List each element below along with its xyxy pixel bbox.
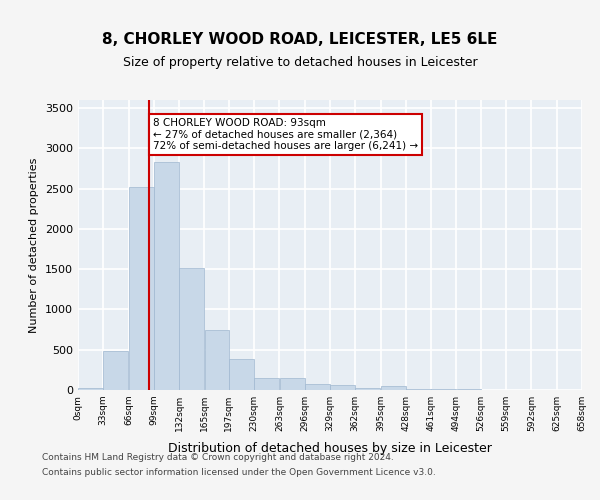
Bar <box>78 388 103 390</box>
Bar <box>205 330 229 390</box>
Bar <box>305 384 330 390</box>
Text: 8, CHORLEY WOOD ROAD, LEICESTER, LE5 6LE: 8, CHORLEY WOOD ROAD, LEICESTER, LE5 6LE <box>103 32 497 48</box>
Bar <box>330 385 355 390</box>
Bar <box>355 388 380 390</box>
Bar <box>103 352 128 390</box>
Y-axis label: Number of detached properties: Number of detached properties <box>29 158 40 332</box>
Text: Contains public sector information licensed under the Open Government Licence v3: Contains public sector information licen… <box>42 468 436 477</box>
Text: 8 CHORLEY WOOD ROAD: 93sqm
← 27% of detached houses are smaller (2,364)
72% of s: 8 CHORLEY WOOD ROAD: 93sqm ← 27% of deta… <box>153 118 418 151</box>
Bar <box>154 162 179 390</box>
Bar <box>381 386 406 390</box>
Bar <box>431 389 456 390</box>
Bar <box>229 358 254 390</box>
Text: Contains HM Land Registry data © Crown copyright and database right 2024.: Contains HM Land Registry data © Crown c… <box>42 453 394 462</box>
Bar <box>280 378 305 390</box>
Bar <box>406 389 431 390</box>
Text: Size of property relative to detached houses in Leicester: Size of property relative to detached ho… <box>122 56 478 69</box>
Bar <box>129 187 154 390</box>
Bar <box>179 268 204 390</box>
X-axis label: Distribution of detached houses by size in Leicester: Distribution of detached houses by size … <box>168 442 492 456</box>
Bar <box>457 389 481 390</box>
Bar <box>254 378 279 390</box>
